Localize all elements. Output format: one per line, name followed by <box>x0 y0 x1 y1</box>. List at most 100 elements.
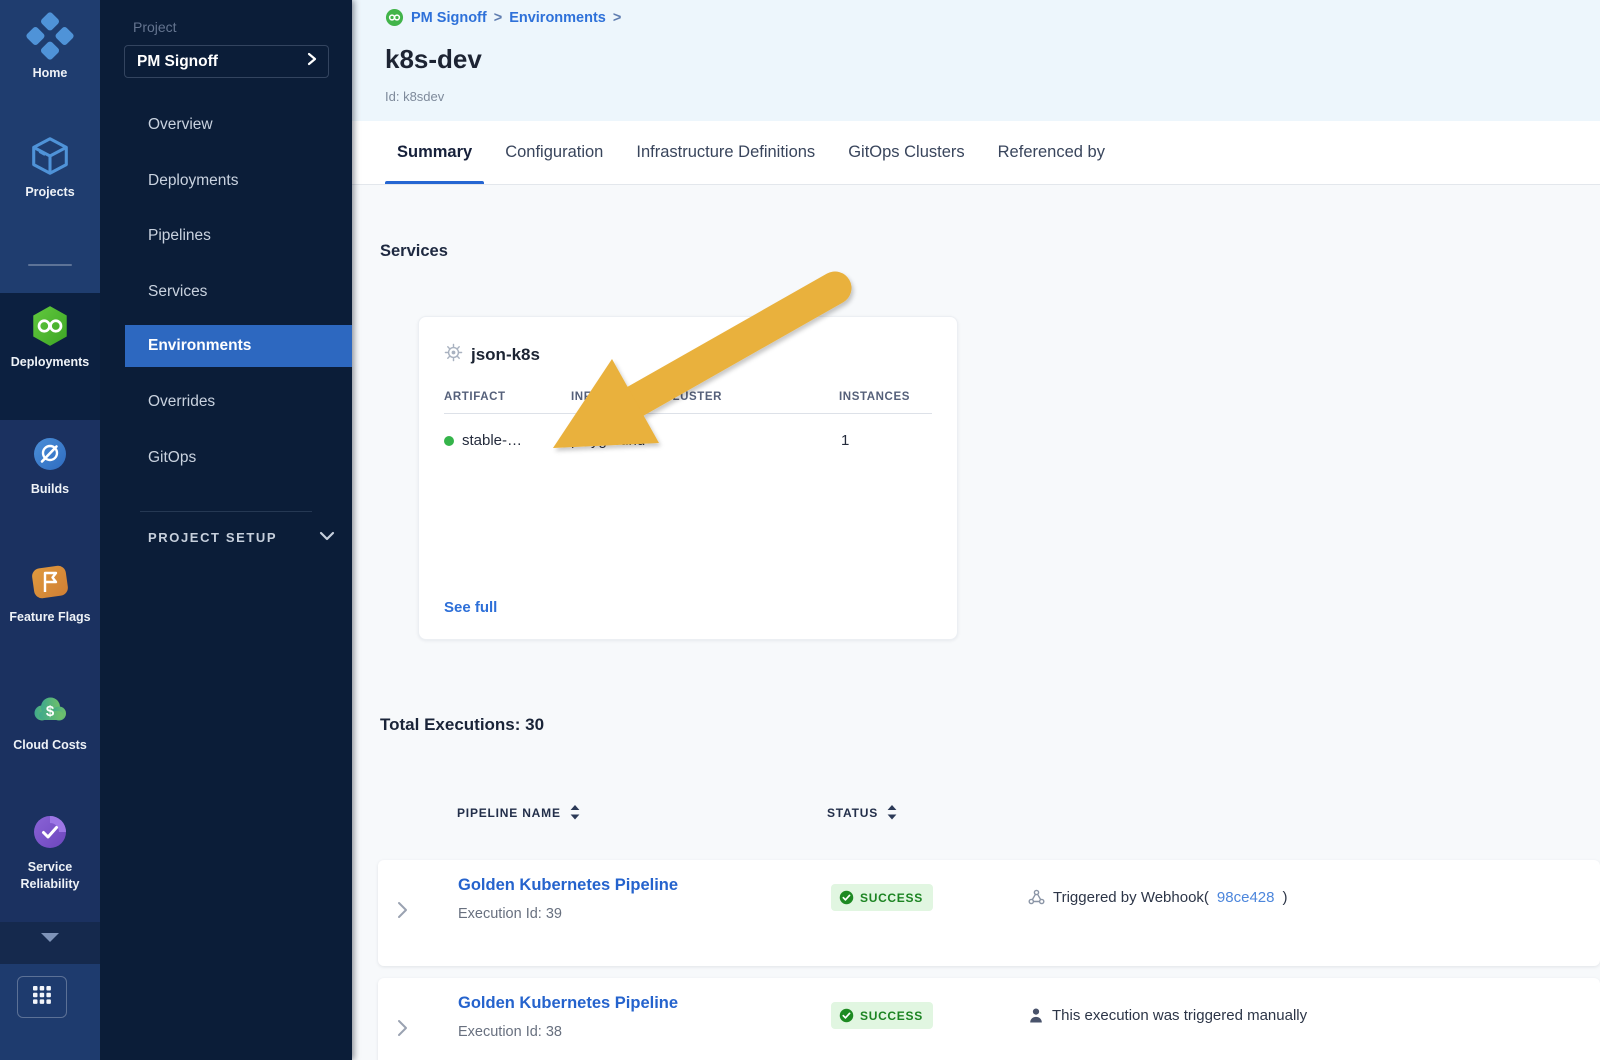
builds-icon <box>28 438 72 480</box>
trigger-info: Triggered by Webhook( 98ce428) <box>1028 889 1287 906</box>
sidebar-item-environments[interactable]: Environments <box>125 325 352 367</box>
grid-icon <box>31 984 53 1011</box>
service-card[interactable]: json-k8s ARTIFACT INFRA/GITOPS CLUSTER I… <box>418 316 958 640</box>
webhook-id-link[interactable]: 98ce428 <box>1216 889 1275 906</box>
project-selector[interactable]: PM Signoff <box>124 45 329 78</box>
status-label: SUCCESS <box>860 890 923 905</box>
pipeline-name-link[interactable]: Golden Kubernetes Pipeline <box>458 994 679 1012</box>
sidebar-item-pipelines[interactable]: Pipelines <box>148 227 211 244</box>
pipeline-name-header-label: PIPELINE NAME <box>457 805 561 820</box>
services-heading: Services <box>380 242 448 260</box>
expand-chevron-icon[interactable] <box>392 898 412 927</box>
trigger-text: This execution was triggered manually <box>1052 1007 1308 1024</box>
project-deployments-icon <box>385 8 404 27</box>
breadcrumb-separator: > <box>493 9 503 26</box>
webhook-icon <box>1028 889 1045 906</box>
svg-text:$: $ <box>46 703 55 720</box>
status-header-label: STATUS <box>827 805 879 820</box>
status-badge: SUCCESS <box>831 1002 933 1029</box>
artifact-value: stable-… <box>462 432 523 449</box>
trigger-text: ) <box>1282 889 1288 906</box>
tab-summary[interactable]: Summary <box>385 121 485 184</box>
rail-item-label: Service Reliability <box>20 860 80 891</box>
table-divider <box>444 413 932 414</box>
user-icon <box>1028 1007 1044 1024</box>
breadcrumb: PM Signoff > Environments > <box>385 8 621 27</box>
see-full-link[interactable]: See full <box>444 599 498 616</box>
rail-item-service-reliability[interactable]: Service Reliability <box>0 810 100 893</box>
rail-item-cloud-costs[interactable]: $ Cloud Costs <box>0 688 100 754</box>
rail-item-home[interactable]: Home <box>0 12 100 82</box>
execution-id-text: Execution Id: 38 <box>458 1024 562 1040</box>
project-sidebar: Project PM Signoff Overview Deployments … <box>100 0 352 1060</box>
sidebar-item-services[interactable]: Services <box>148 283 208 300</box>
harness-logo-icon <box>26 12 74 64</box>
column-header-cluster: INFRA/GITOPS CLUSTER <box>571 391 723 403</box>
column-header-artifact: ARTIFACT <box>444 391 506 403</box>
sidebar-item-overview[interactable]: Overview <box>148 116 213 133</box>
sidebar-item-overrides[interactable]: Overrides <box>148 393 216 410</box>
project-selector-value: PM Signoff <box>137 52 218 70</box>
chevron-down-icon <box>319 530 335 545</box>
breadcrumb-separator: > <box>612 9 622 26</box>
total-executions-heading: Total Executions: 30 <box>380 715 545 734</box>
gear-icon <box>444 343 463 367</box>
rail-item-feature-flags[interactable]: Feature Flags <box>0 560 100 626</box>
sidebar-item-deployments[interactable]: Deployments <box>148 172 239 189</box>
sidebar-item-gitops[interactable]: GitOps <box>148 449 197 466</box>
deployments-infinity-icon <box>27 306 73 353</box>
sort-icon[interactable] <box>887 805 897 820</box>
rail-item-label: Projects <box>25 185 75 199</box>
rail-section-bottom <box>0 964 100 1060</box>
column-header-status: STATUS <box>827 805 897 820</box>
rail-item-label: Builds <box>30 482 70 496</box>
rail-item-builds[interactable]: Builds <box>0 432 100 498</box>
execution-row[interactable]: Golden Kubernetes Pipeline Execution Id:… <box>378 978 1600 1060</box>
trigger-text: Triggered by Webhook( <box>1053 889 1209 906</box>
feature-flag-icon <box>28 565 72 608</box>
status-badge: SUCCESS <box>831 884 933 911</box>
page-title: k8s-dev <box>385 44 482 74</box>
sort-icon[interactable] <box>570 805 580 820</box>
project-setup-toggle[interactable]: PROJECT SETUP <box>148 530 335 545</box>
rail-more-chevron-down-icon[interactable] <box>41 933 59 942</box>
column-header-instances: INSTANCES <box>839 391 910 403</box>
success-check-icon <box>839 890 854 905</box>
summary-content: Services json-k8s ARTIFACT <box>352 185 1600 1060</box>
rail-item-label: Home <box>32 66 68 80</box>
cloud-dollar-icon: $ <box>28 697 72 736</box>
sidebar-divider <box>140 511 312 512</box>
main-area: PM Signoff > Environments > k8s-dev Id: … <box>352 0 1600 1060</box>
execution-row[interactable]: Golden Kubernetes Pipeline Execution Id:… <box>378 860 1600 966</box>
module-rail: Home Projects Dep <box>0 0 100 1060</box>
rail-item-label: Cloud Costs <box>13 738 87 752</box>
instances-cell: 1 <box>841 432 850 449</box>
rail-item-projects[interactable]: Projects <box>0 133 100 201</box>
cube-icon <box>27 137 73 183</box>
pipeline-name-link[interactable]: Golden Kubernetes Pipeline <box>458 876 679 894</box>
tab-referenced-by[interactable]: Referenced by <box>997 143 1105 161</box>
rail-item-label: Feature Flags <box>9 610 91 624</box>
rail-item-deployments[interactable]: Deployments <box>0 303 100 371</box>
chevron-right-icon <box>306 52 318 71</box>
rail-divider <box>28 264 72 266</box>
trigger-info: This execution was triggered manually <box>1028 1007 1307 1024</box>
project-setup-label: PROJECT SETUP <box>148 530 278 545</box>
project-label: Project <box>133 19 177 35</box>
entity-id-text: Id: k8sdev <box>385 89 445 104</box>
cluster-cell: playground <box>571 432 646 449</box>
artifact-cell: stable-… <box>444 432 522 449</box>
breadcrumb-project-link[interactable]: PM Signoff <box>411 9 487 26</box>
module-grid-button[interactable] <box>17 976 67 1018</box>
reliability-check-icon <box>28 816 72 858</box>
page-header: PM Signoff > Environments > k8s-dev Id: … <box>352 0 1600 121</box>
tab-gitops-clusters[interactable]: GitOps Clusters <box>848 143 965 161</box>
breadcrumb-environments-link[interactable]: Environments <box>509 9 606 26</box>
tab-configuration[interactable]: Configuration <box>505 143 604 161</box>
service-name: json-k8s <box>471 345 540 364</box>
expand-chevron-icon[interactable] <box>392 1016 412 1045</box>
rail-section-more <box>0 922 100 964</box>
tab-infrastructure-definitions[interactable]: Infrastructure Definitions <box>636 143 816 161</box>
rail-item-label: Deployments <box>10 355 90 369</box>
